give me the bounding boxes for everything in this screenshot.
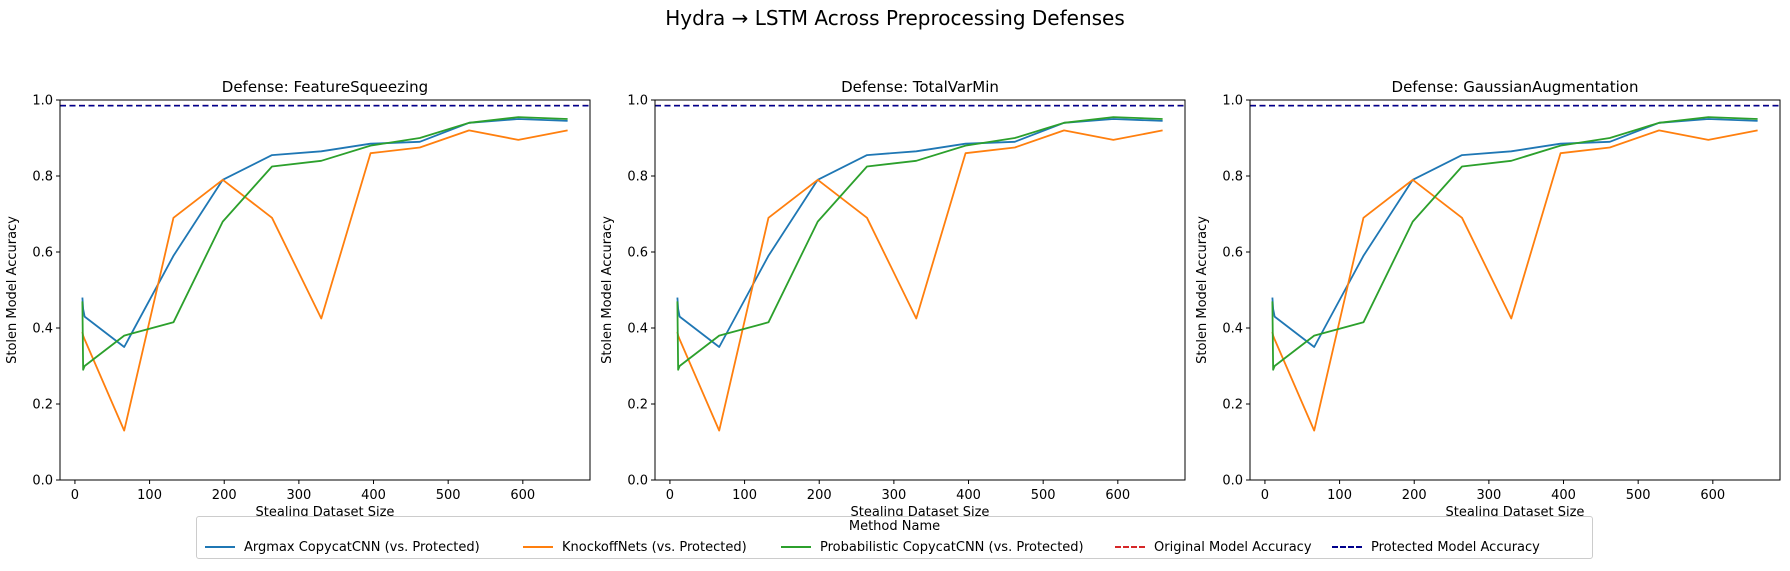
legend-entry: Protected Model Accuracy bbox=[1332, 538, 1540, 556]
y-tick-label: 0.6 bbox=[627, 246, 648, 261]
legend-swatch bbox=[205, 546, 235, 548]
x-tick-label: 0 bbox=[1261, 488, 1269, 503]
series-line-3 bbox=[676, 116, 1163, 371]
legend-label: KnockoffNets (vs. Protected) bbox=[562, 539, 747, 555]
legend-swatch bbox=[1115, 546, 1145, 548]
legend-swatch bbox=[523, 546, 553, 548]
plot-area bbox=[655, 104, 1185, 432]
x-tick-label: 300 bbox=[1476, 488, 1501, 503]
y-tick-label: 0.6 bbox=[32, 246, 53, 261]
subplot-3: Defense: GaussianAugmentation 0 100 200 300 4… bbox=[1195, 78, 1781, 520]
figure-title: Hydra → LSTM Across Preprocessing Defens… bbox=[665, 6, 1125, 30]
y-tick-label: 0.4 bbox=[32, 322, 53, 337]
y-tick-label: 0.0 bbox=[32, 474, 53, 489]
y-tick-label: 0.6 bbox=[1222, 246, 1243, 261]
y-tick-label: 0.0 bbox=[1222, 474, 1243, 489]
subplot-title: Defense: TotalVarMin bbox=[841, 78, 999, 96]
series-line-2 bbox=[81, 129, 568, 432]
x-tick-label: 200 bbox=[212, 488, 237, 503]
axes-frame bbox=[59, 99, 591, 481]
x-tick-label: 100 bbox=[137, 488, 162, 503]
axes-frame bbox=[654, 99, 1186, 481]
y-tick-label: 0.8 bbox=[627, 170, 648, 185]
axes-frame bbox=[1249, 99, 1781, 481]
legend-entry: Original Model Accuracy bbox=[1115, 538, 1312, 556]
series-line-3 bbox=[1271, 116, 1758, 371]
x-tick-label: 400 bbox=[361, 488, 386, 503]
x-tick-label: 500 bbox=[436, 488, 461, 503]
y-tick-label: 1.0 bbox=[627, 94, 648, 109]
x-tick-label: 500 bbox=[1031, 488, 1056, 503]
legend: Method Name Argmax CopycatCNN (vs. Prote… bbox=[196, 516, 1593, 559]
series-line-3 bbox=[81, 116, 568, 371]
x-tick-label: 400 bbox=[956, 488, 981, 503]
legend-entry: Probabilistic CopycatCNN (vs. Protected) bbox=[781, 538, 1084, 556]
series-line-1 bbox=[676, 118, 1163, 348]
y-tick-label: 1.0 bbox=[1222, 94, 1243, 109]
x-tick-label: 600 bbox=[1700, 488, 1725, 503]
series-line-1 bbox=[81, 118, 568, 348]
legend-swatch bbox=[781, 546, 811, 548]
series-line-2 bbox=[676, 129, 1163, 432]
subplot-title: Defense: GaussianAugmentation bbox=[1392, 78, 1639, 96]
series-line-1 bbox=[1271, 118, 1758, 348]
legend-label: Protected Model Accuracy bbox=[1371, 539, 1540, 555]
legend-title: Method Name bbox=[848, 519, 941, 534]
x-tick-label: 300 bbox=[286, 488, 311, 503]
y-tick-label: 0.2 bbox=[1222, 398, 1243, 413]
x-tick-label: 600 bbox=[510, 488, 535, 503]
x-tick-label: 0 bbox=[666, 488, 674, 503]
legend-label: Probabilistic CopycatCNN (vs. Protected) bbox=[820, 539, 1084, 555]
legend-swatch bbox=[1332, 546, 1362, 548]
x-tick-label: 200 bbox=[807, 488, 832, 503]
y-tick-label: 0.2 bbox=[32, 398, 53, 413]
x-tick-label: 500 bbox=[1626, 488, 1651, 503]
y-tick-label: 0.8 bbox=[32, 170, 53, 185]
x-tick-label: 0 bbox=[71, 488, 79, 503]
y-tick-label: 0.2 bbox=[627, 398, 648, 413]
x-tick-label: 200 bbox=[1402, 488, 1427, 503]
subplot-2: Defense: TotalVarMin 0 100 200 300 400 500 600 0… bbox=[600, 78, 1186, 520]
x-tick-label: 400 bbox=[1551, 488, 1576, 503]
y-axis-label: Stolen Model Accuracy bbox=[5, 216, 20, 364]
x-tick-label: 100 bbox=[732, 488, 757, 503]
y-axis-label: Stolen Model Accuracy bbox=[1195, 216, 1210, 364]
subplot-1: Defense: FeatureSqueezing 0 100 200 300 400 50… bbox=[5, 78, 591, 520]
subplot-title: Defense: FeatureSqueezing bbox=[222, 78, 428, 96]
plot-area bbox=[60, 104, 590, 432]
legend-entry: Argmax CopycatCNN (vs. Protected) bbox=[205, 538, 480, 556]
series-line-2 bbox=[1271, 129, 1758, 432]
y-tick-label: 1.0 bbox=[32, 94, 53, 109]
x-tick-label: 300 bbox=[881, 488, 906, 503]
y-tick-label: 0.8 bbox=[1222, 170, 1243, 185]
subplots: Defense: FeatureSqueezing 0 100 200 300 400 50… bbox=[5, 78, 1781, 520]
x-tick-label: 100 bbox=[1327, 488, 1352, 503]
y-tick-label: 0.4 bbox=[1222, 322, 1243, 337]
y-axis-label: Stolen Model Accuracy bbox=[600, 216, 615, 364]
legend-label: Argmax CopycatCNN (vs. Protected) bbox=[244, 539, 480, 555]
y-tick-label: 0.0 bbox=[627, 474, 648, 489]
x-tick-label: 600 bbox=[1105, 488, 1130, 503]
legend-label: Original Model Accuracy bbox=[1154, 539, 1312, 555]
legend-entry: KnockoffNets (vs. Protected) bbox=[523, 538, 747, 556]
plot-area bbox=[1250, 104, 1780, 432]
y-tick-label: 0.4 bbox=[627, 322, 648, 337]
